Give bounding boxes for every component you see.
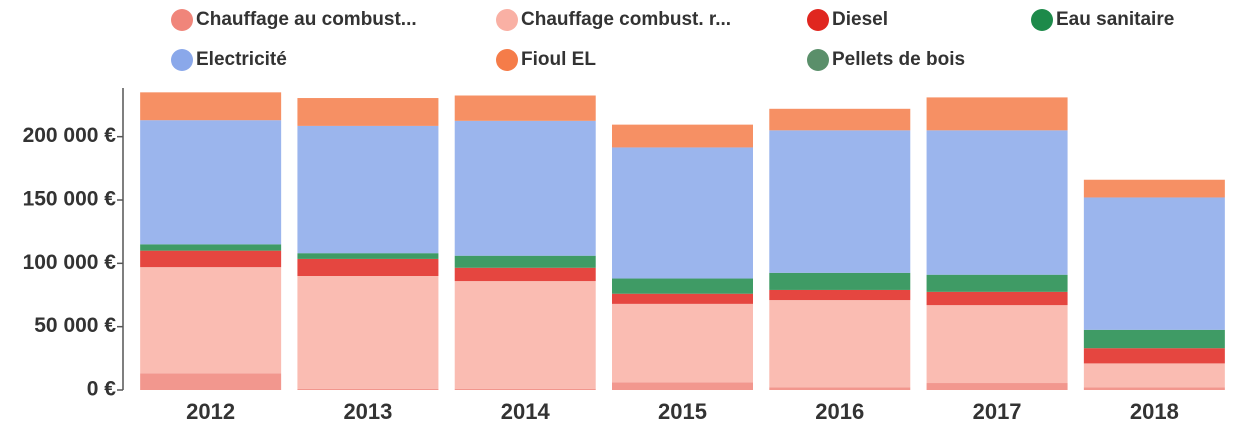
bar-segment: [769, 272, 911, 290]
bar-segment: [769, 387, 911, 390]
bar-segment: [926, 97, 1068, 131]
bar-segment: [926, 291, 1068, 306]
legend-marker: [171, 49, 193, 71]
legend-marker: [171, 9, 193, 31]
x-tick-label: 2017: [973, 399, 1022, 424]
bar-segment: [612, 147, 753, 279]
bar-segment: [1083, 329, 1225, 349]
bar-segment: [140, 373, 282, 390]
legend-label: Chauffage au combust...: [196, 9, 417, 30]
bar-segment: [769, 130, 911, 273]
bar-segment: [140, 267, 282, 374]
bar-segment: [769, 108, 911, 131]
x-tick-label: 2012: [186, 399, 235, 424]
bar-segment: [297, 258, 439, 276]
legend-marker: [1031, 9, 1053, 31]
bar-segment: [297, 276, 439, 389]
bar-segment: [612, 124, 753, 148]
bar-segment: [926, 305, 1068, 384]
y-tick-label: 50 000 €: [34, 314, 116, 337]
legend-label: Pellets de bois: [832, 49, 965, 70]
bar-segment: [454, 281, 596, 389]
y-tick-label: 0 €: [87, 378, 117, 401]
x-tick-label: 2014: [501, 399, 551, 424]
bar-segment: [612, 278, 753, 294]
bar-segment: [926, 130, 1068, 275]
bar-segment: [297, 125, 439, 254]
y-tick-label: 200 000 €: [23, 124, 117, 147]
bar-segment: [1083, 179, 1225, 198]
bar-segment: [1083, 387, 1225, 390]
bar-segment: [1083, 197, 1225, 330]
x-tick-label: 2013: [343, 399, 392, 424]
legend-label: Electricité: [196, 49, 287, 70]
legend-label: Fioul EL: [521, 49, 596, 70]
legend-label: Chauffage combust. r...: [521, 9, 731, 30]
bar-segment: [926, 274, 1068, 292]
bar-segment: [612, 382, 753, 390]
bar-segment: [612, 303, 753, 383]
bar-segment: [926, 383, 1068, 390]
legend-marker: [807, 49, 829, 71]
legend-label: Eau sanitaire: [1056, 9, 1174, 30]
y-tick-label: 150 000 €: [23, 188, 117, 211]
bar-segment: [454, 120, 596, 256]
bar-segment: [454, 255, 596, 268]
legend-marker: [496, 9, 518, 31]
y-tick-label: 100 000 €: [23, 251, 117, 274]
x-tick-label: 2018: [1130, 399, 1179, 424]
bar-segment: [1083, 363, 1225, 388]
bar-segment: [769, 300, 911, 388]
bar-segment: [454, 95, 596, 121]
x-tick-label: 2015: [658, 399, 707, 424]
bar-segment: [1083, 348, 1225, 364]
bar-segment: [140, 120, 282, 245]
x-tick-label: 2016: [815, 399, 864, 424]
bar-segment: [140, 244, 282, 251]
bar-segment: [140, 92, 282, 121]
bar-segment: [297, 253, 439, 259]
legend-marker: [807, 9, 829, 31]
bar-segment: [140, 250, 282, 268]
legend-marker: [496, 49, 518, 71]
bar-segment: [297, 98, 439, 126]
bar-segment: [769, 289, 911, 301]
bar-segment: [297, 388, 439, 390]
legend-label: Diesel: [832, 9, 888, 30]
bar-segment: [612, 293, 753, 304]
bar-segment: [454, 388, 596, 390]
bar-segment: [454, 267, 596, 282]
